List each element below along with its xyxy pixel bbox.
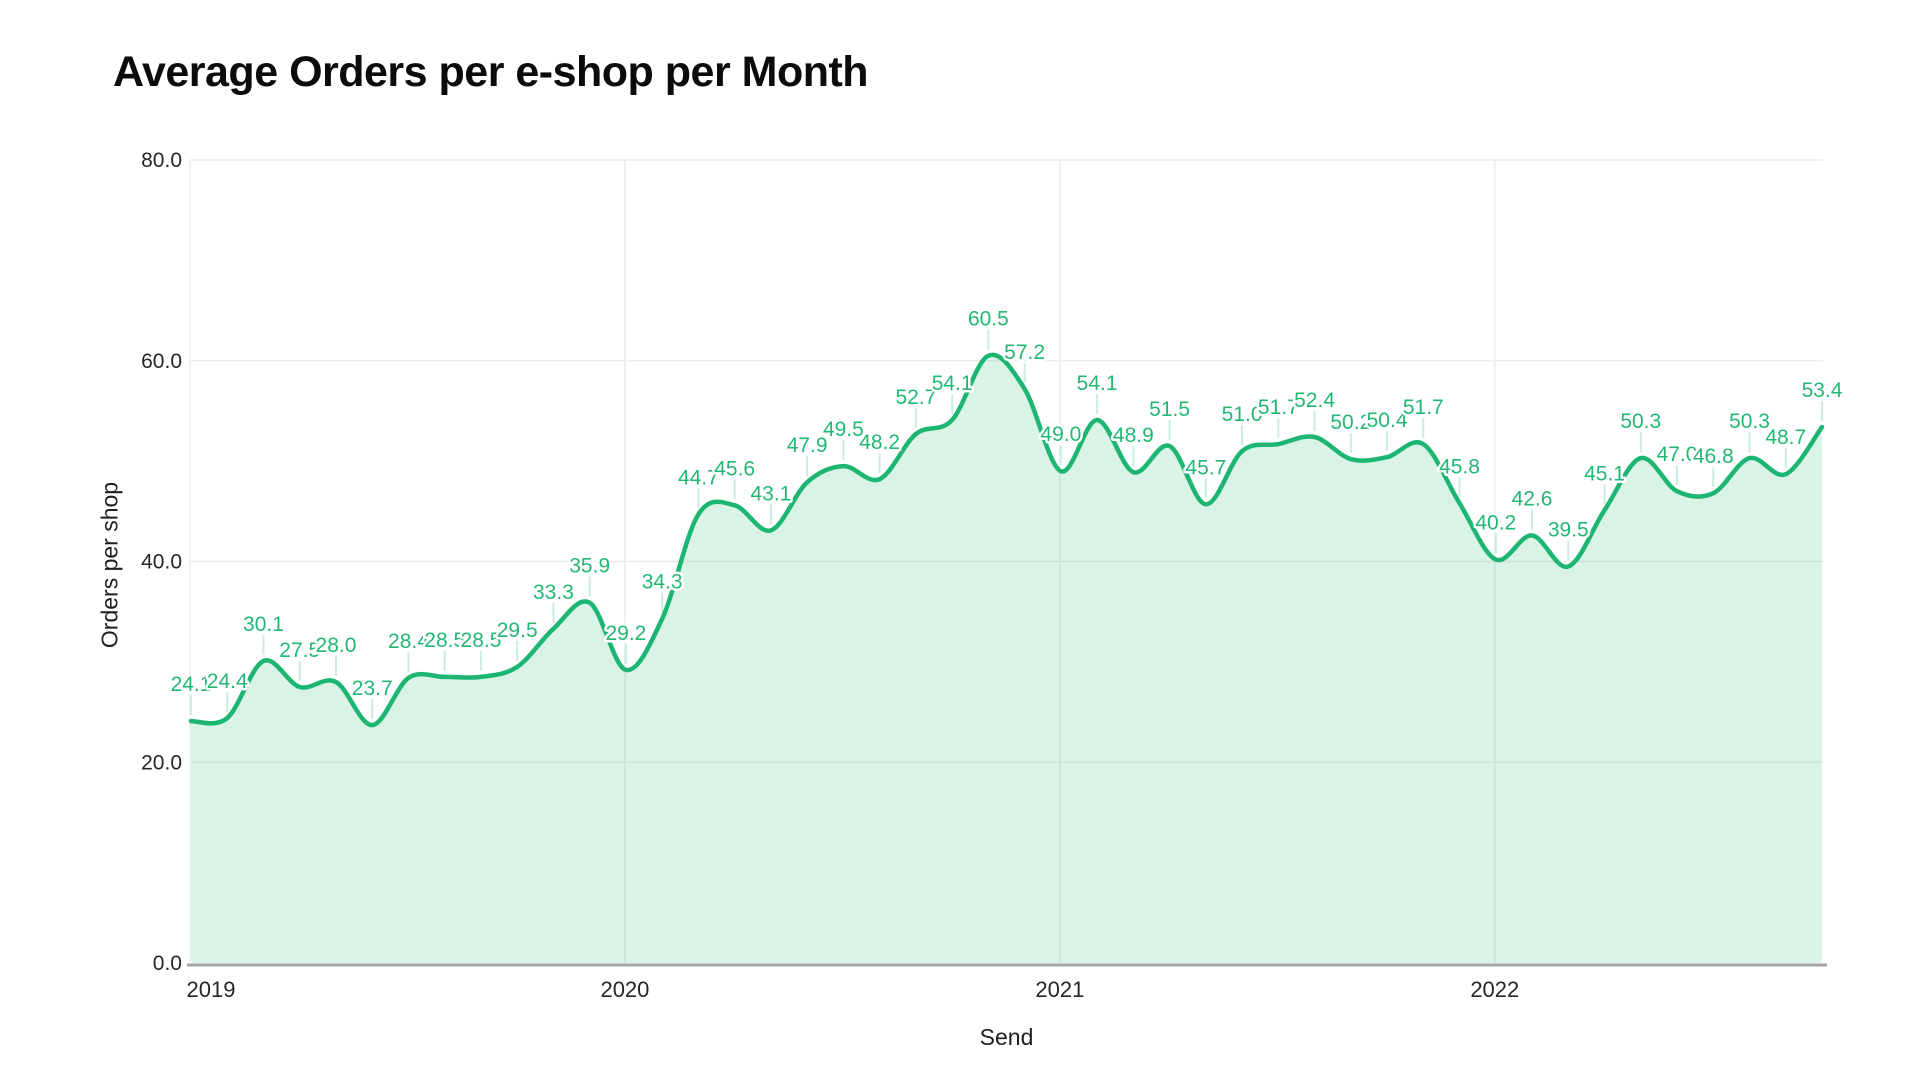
data-label: 57.2	[1004, 341, 1045, 364]
data-label: 51.7	[1258, 396, 1299, 419]
data-label: 27.5	[279, 639, 320, 662]
data-label: 24.1	[171, 673, 212, 696]
data-label: 47.0	[1657, 443, 1698, 466]
x-tick-label: 2021	[1035, 977, 1084, 1002]
data-label: 35.9	[569, 555, 610, 578]
data-label: 48.2	[859, 431, 900, 454]
data-label: 40.2	[1475, 511, 1516, 534]
data-label: 23.7	[352, 677, 393, 700]
data-label: 45.1	[1584, 462, 1625, 485]
data-label: 34.3	[642, 571, 683, 594]
data-label: 24.4	[207, 670, 248, 693]
data-label: 28.5	[424, 629, 465, 652]
y-tick-label: 80.0	[141, 149, 182, 172]
data-label: 28.4	[388, 630, 429, 653]
data-label: 46.8	[1693, 445, 1734, 468]
x-tick-label: 2022	[1470, 977, 1519, 1002]
trend-line	[188, 352, 1825, 728]
data-label: 52.4	[1294, 389, 1335, 412]
data-label: 29.5	[497, 619, 538, 642]
data-label: 54.1	[1077, 372, 1118, 395]
data-label: 50.3	[1620, 410, 1661, 433]
data-label: 50.3	[1729, 410, 1770, 433]
data-label: 49.0	[1040, 423, 1081, 446]
data-label: 45.6	[714, 457, 755, 480]
data-label: 49.5	[823, 418, 864, 441]
y-tick-label: 40.0	[141, 551, 182, 574]
data-label: 29.2	[605, 622, 646, 645]
data-label: 54.1	[932, 372, 973, 395]
data-label: 30.1	[243, 613, 284, 636]
data-label: 28.0	[316, 634, 357, 657]
data-label: 33.3	[533, 581, 574, 604]
data-label: 45.8	[1439, 455, 1480, 478]
y-tick-label: 60.0	[141, 350, 182, 373]
data-label: 53.4	[1802, 379, 1843, 402]
data-label: 48.9	[1113, 424, 1154, 447]
x-tick-label: 2019	[187, 977, 236, 1002]
data-label: 51.5	[1149, 398, 1190, 421]
y-axis-title: Orders per shop	[96, 481, 123, 649]
y-tick-label: 20.0	[141, 751, 182, 774]
data-label: 52.7	[895, 386, 936, 409]
data-label: 45.7	[1185, 456, 1226, 479]
data-label: 50.4	[1367, 409, 1408, 432]
area-fill	[191, 354, 1822, 964]
data-label: 51.0	[1222, 403, 1263, 426]
data-label: 42.6	[1512, 487, 1553, 510]
data-label: 28.5	[461, 629, 502, 652]
x-axis-title: Send	[979, 1024, 1034, 1050]
data-label: 47.9	[787, 434, 828, 457]
y-tick-label: 0.0	[153, 952, 182, 975]
data-label: 50.2	[1330, 411, 1371, 434]
data-label: 39.5	[1548, 519, 1589, 542]
data-label: 60.5	[968, 308, 1009, 331]
data-label: 43.1	[750, 482, 791, 505]
data-label: 44.7	[678, 466, 719, 489]
data-label: 48.7	[1765, 426, 1806, 449]
x-tick-label: 2020	[600, 977, 649, 1002]
data-label: 51.7	[1403, 396, 1444, 419]
chart-title: Average Orders per e-shop per Month	[113, 48, 869, 96]
